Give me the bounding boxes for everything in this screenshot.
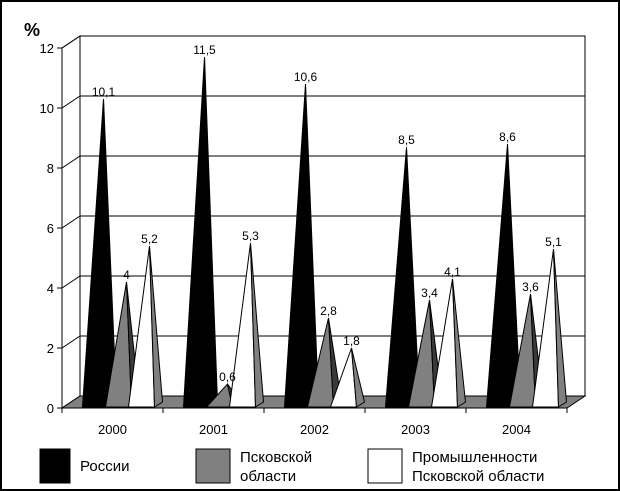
legend-label: России xyxy=(80,458,129,475)
x-tick-label: 2003 xyxy=(401,422,430,437)
data-label: 8,5 xyxy=(398,133,415,147)
cone-side xyxy=(351,347,366,408)
x-tick-label: 2004 xyxy=(502,422,531,437)
legend-item-0: России xyxy=(39,448,129,484)
y-axis: 0 2 4 6 8 10 12 xyxy=(40,41,63,416)
cone-0-2000 xyxy=(81,98,118,408)
legend-label: Псковской xyxy=(240,449,312,466)
gridline xyxy=(61,335,585,349)
gridlines xyxy=(61,35,585,349)
x-tick-label: 2000 xyxy=(98,422,127,437)
data-label: 1,8 xyxy=(343,334,360,348)
data-label: 10,6 xyxy=(294,70,318,84)
data-label: 5,3 xyxy=(242,229,259,243)
legend-label: области xyxy=(240,468,296,485)
y-tick-label: 10 xyxy=(40,101,54,116)
x-tick-label: 2002 xyxy=(300,422,329,437)
cone-0-2004 xyxy=(485,143,522,408)
y-tick-label: 0 xyxy=(47,401,54,416)
cone-side xyxy=(452,278,467,408)
cone-2-2001 xyxy=(228,242,265,408)
gridline xyxy=(61,35,585,49)
legend: России Псковской области Промышленности Пско… xyxy=(39,448,544,485)
legend-swatch xyxy=(367,448,403,484)
y-unit-label: % xyxy=(24,20,40,40)
cone-2-2000 xyxy=(127,245,164,408)
data-label: 11,5 xyxy=(193,43,216,57)
data-cones xyxy=(81,56,568,408)
cone-2-2004 xyxy=(531,248,568,408)
data-labels: 10,1 4 5,2 11,5 0,6 5,3 10,6 2,8 1,8 8,5 3,4 4,1 8,6… xyxy=(92,43,562,384)
data-label: 3,6 xyxy=(522,280,539,294)
cone-2-2002 xyxy=(329,347,366,408)
data-label: 2,8 xyxy=(320,304,337,318)
legend-item-2: Промышленности Псковской области xyxy=(367,448,544,485)
data-label: 5,1 xyxy=(545,235,562,249)
data-label: 8,6 xyxy=(499,130,516,144)
data-label: 4,1 xyxy=(444,265,461,279)
data-label: 4 xyxy=(123,268,130,282)
cone-0-2002 xyxy=(283,83,320,408)
legend-label: Промышленности xyxy=(412,449,537,466)
data-label: 3,4 xyxy=(421,286,438,300)
x-tick-label: 2001 xyxy=(199,422,228,437)
cone-2-2003 xyxy=(430,278,467,408)
legend-swatch xyxy=(195,448,231,484)
y-tick-label: 6 xyxy=(47,221,54,236)
gridline xyxy=(61,215,585,229)
cone-side xyxy=(250,242,265,408)
data-label: 5,2 xyxy=(141,232,158,246)
legend-swatch xyxy=(39,448,71,484)
y-tick-label: 8 xyxy=(47,161,54,176)
gridline xyxy=(61,155,585,169)
gridline xyxy=(61,95,585,109)
legend-item-1: Псковской области xyxy=(195,448,312,485)
data-label: 10,1 xyxy=(92,85,116,99)
y-tick-label: 12 xyxy=(40,41,54,56)
legend-label: Псковской области xyxy=(412,468,544,485)
y-tick-label: 4 xyxy=(47,281,54,296)
cone-side xyxy=(149,245,164,408)
cone-side xyxy=(553,248,568,408)
cone-1-2000 xyxy=(104,281,141,408)
y-tick-label: 2 xyxy=(47,341,54,356)
x-axis: 2000 2001 2002 2003 2004 xyxy=(61,407,568,437)
gridline xyxy=(61,275,585,289)
data-label: 0,6 xyxy=(219,370,236,384)
